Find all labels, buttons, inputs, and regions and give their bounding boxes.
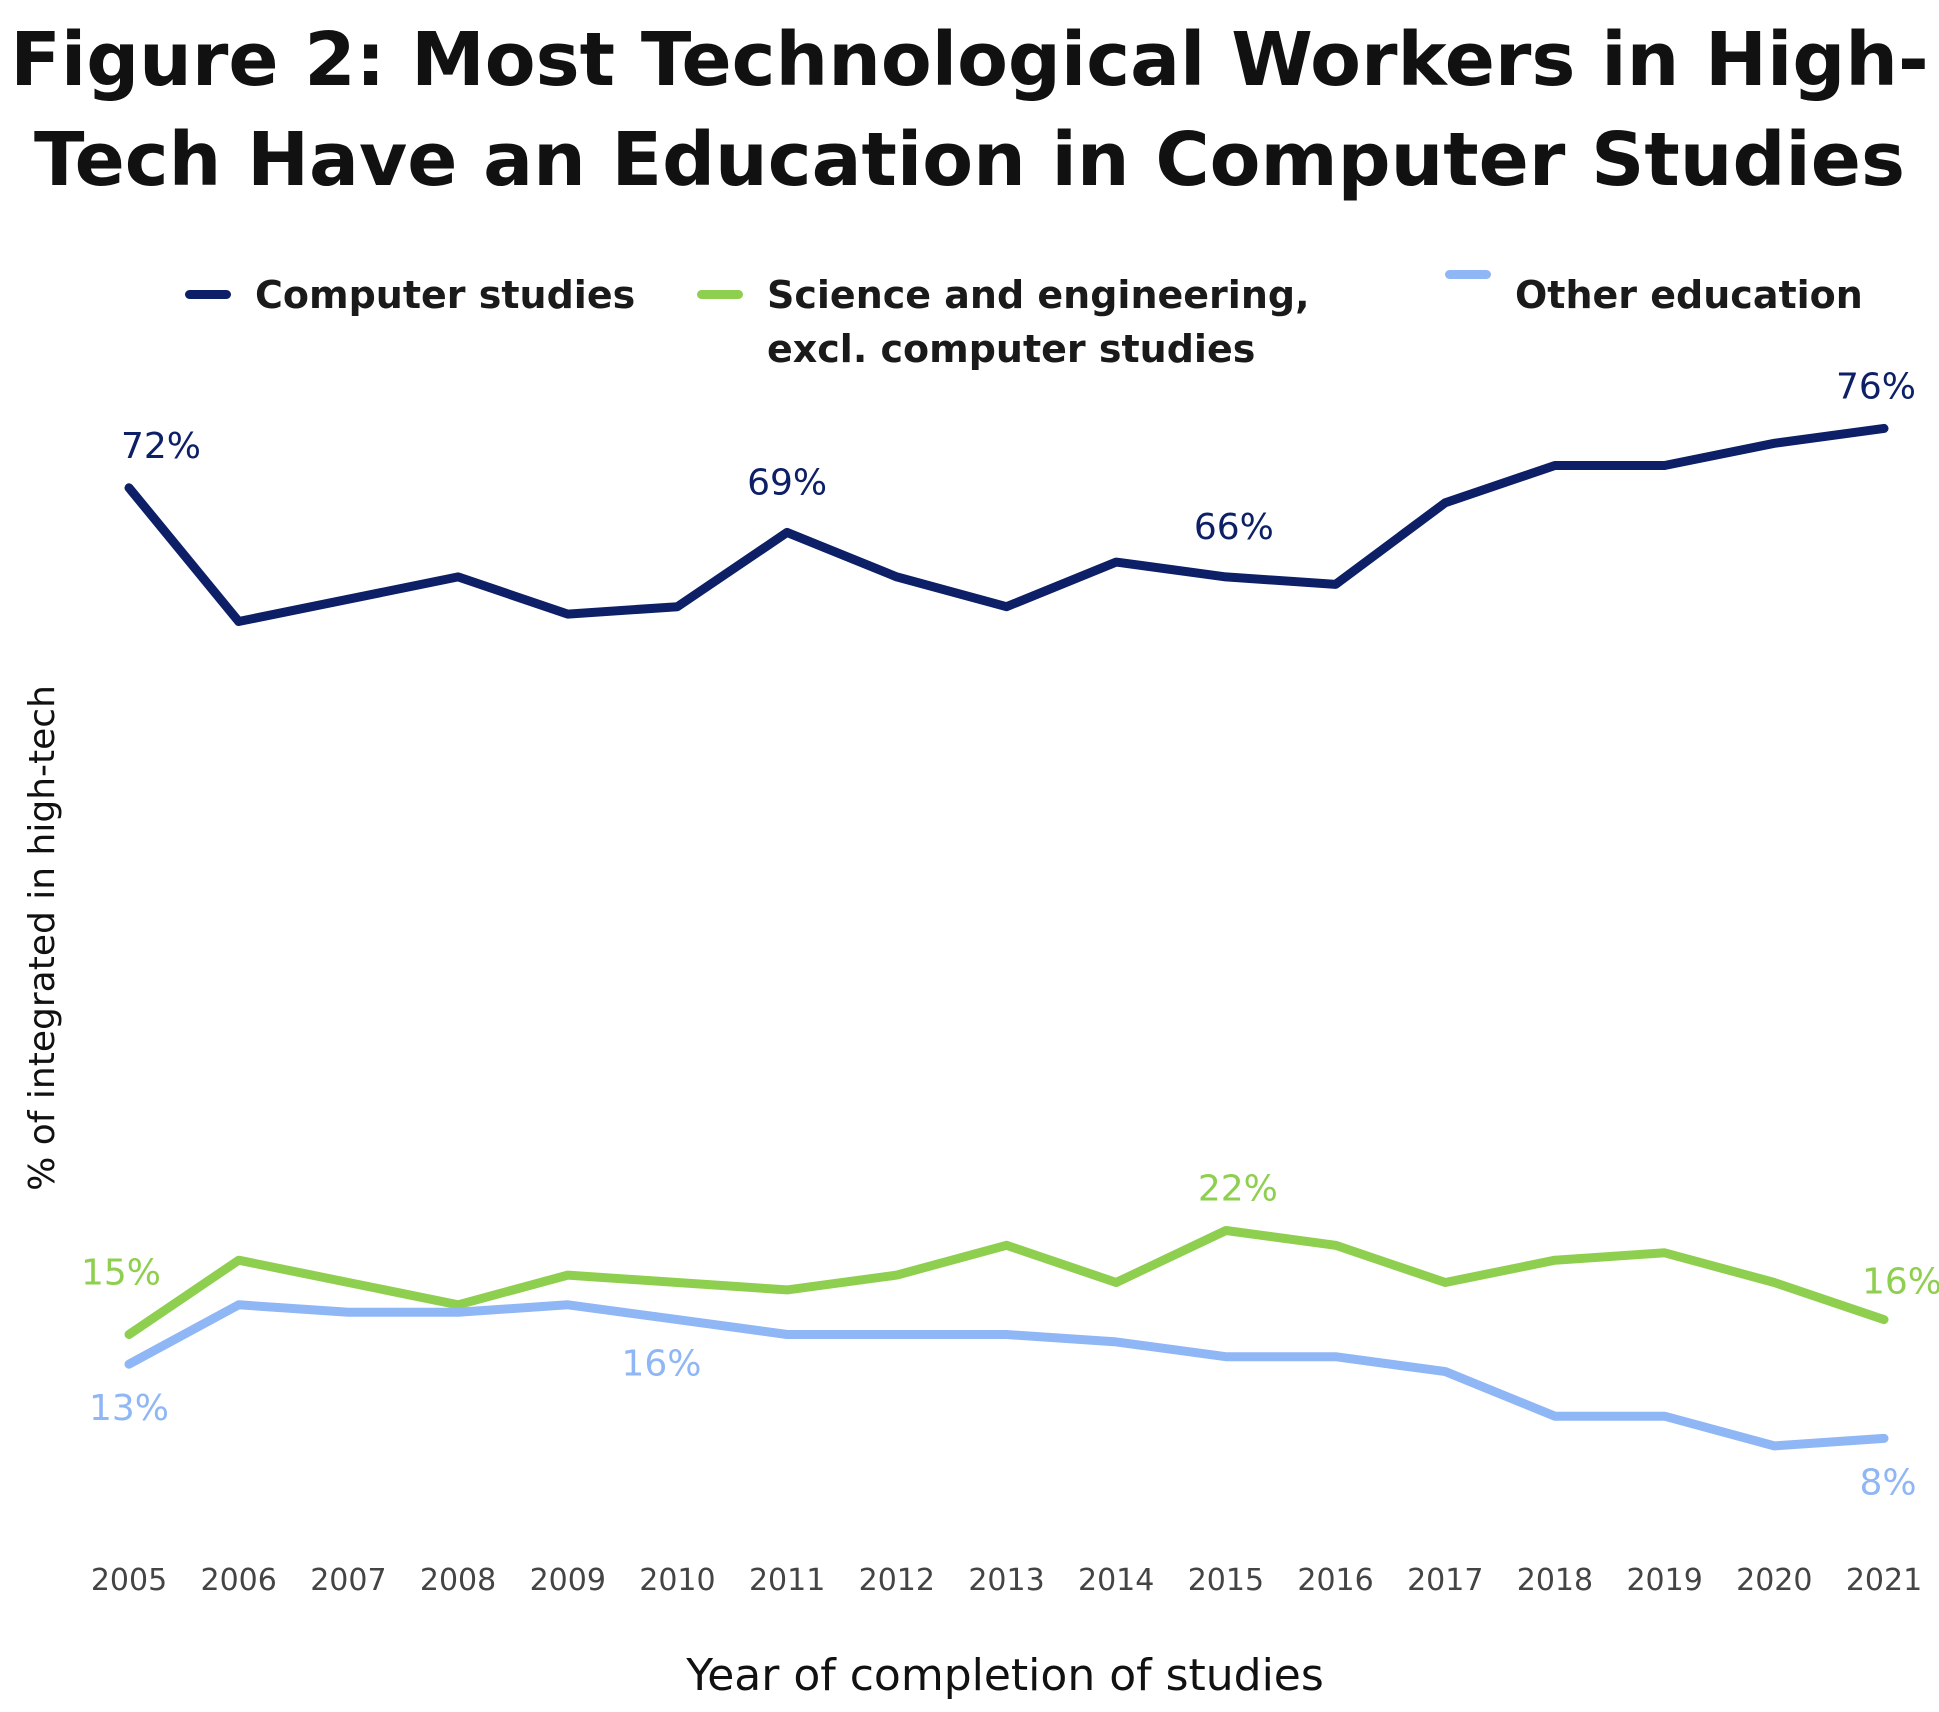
x-tick-2020: 2020 [1736, 1563, 1812, 1598]
x-tick-2012: 2012 [859, 1563, 935, 1598]
series-line-computer-studies [124, 423, 1889, 626]
data-label-science-engineering-2015: 22% [1198, 1168, 1278, 1209]
legend-item-computer-studies: Computer studies [185, 268, 685, 322]
y-axis-label: % of integrated in high-tech [22, 685, 63, 1191]
legend-label-science-engineering: Science and engineering, excl. computer … [767, 273, 1310, 371]
legend-label-computer-studies: Computer studies [255, 273, 636, 317]
data-label-other-education-2021: 8% [1859, 1462, 1916, 1503]
chart-title-line-1: Figure 2: Most Technological Workers in … [10, 17, 1929, 103]
legend-swatch-computer-studies [185, 290, 231, 299]
series-line-science-engineering [124, 1226, 1889, 1339]
chart-title-line-2: Tech Have an Education in Computer Studi… [33, 117, 1906, 203]
x-tick-2010: 2010 [639, 1563, 715, 1598]
x-tick-2014: 2014 [1078, 1563, 1154, 1598]
data-label-computer-studies-2015: 66% [1194, 507, 1274, 548]
data-label-other-education-2005: 13% [89, 1388, 169, 1429]
legend-item-other-education: Other education [1445, 262, 1905, 322]
chart-title: Figure 2: Most Technological Workers in … [0, 10, 1939, 210]
data-label-science-engineering-2005: 15% [81, 1252, 161, 1293]
series-lines [124, 423, 1889, 1451]
x-tick-2007: 2007 [310, 1563, 386, 1598]
x-tick-2006: 2006 [201, 1563, 277, 1598]
x-tick-2019: 2019 [1626, 1563, 1702, 1598]
legend-item-science-engineering: Science and engineering, excl. computer … [697, 268, 1397, 376]
x-axis-label: Year of completion of studies [685, 1650, 1324, 1701]
data-label-other-education-2010: 16% [621, 1344, 701, 1385]
data-label-computer-studies-2005: 72% [121, 426, 201, 467]
x-tick-2008: 2008 [420, 1563, 496, 1598]
x-tick-2009: 2009 [530, 1563, 606, 1598]
x-axis-ticks: 2005 2006 2007 2008 2009 2010 2011 2012 2013 2014… [91, 1563, 1922, 1598]
x-tick-2011: 2011 [749, 1563, 825, 1598]
data-label-science-engineering-2021: 16% [1862, 1262, 1939, 1303]
data-labels: 72% 69% 66% 76% 15% 22% 16% 13% 16% 8% [81, 366, 1939, 1503]
legend-swatch-science-engineering [697, 290, 743, 299]
data-label-computer-studies-2011: 69% [747, 462, 827, 503]
x-tick-2015: 2015 [1188, 1563, 1264, 1598]
legend-label-other-education: Other education [1515, 273, 1863, 317]
x-tick-2013: 2013 [968, 1563, 1044, 1598]
x-tick-2017: 2017 [1407, 1563, 1483, 1598]
x-tick-2016: 2016 [1297, 1563, 1373, 1598]
x-tick-2018: 2018 [1517, 1563, 1593, 1598]
legend-swatch-other-education [1445, 270, 1491, 279]
series-line-other-education [124, 1300, 1889, 1451]
x-tick-2021: 2021 [1846, 1563, 1922, 1598]
data-label-computer-studies-2021: 76% [1836, 366, 1916, 407]
x-tick-2005: 2005 [91, 1563, 167, 1598]
